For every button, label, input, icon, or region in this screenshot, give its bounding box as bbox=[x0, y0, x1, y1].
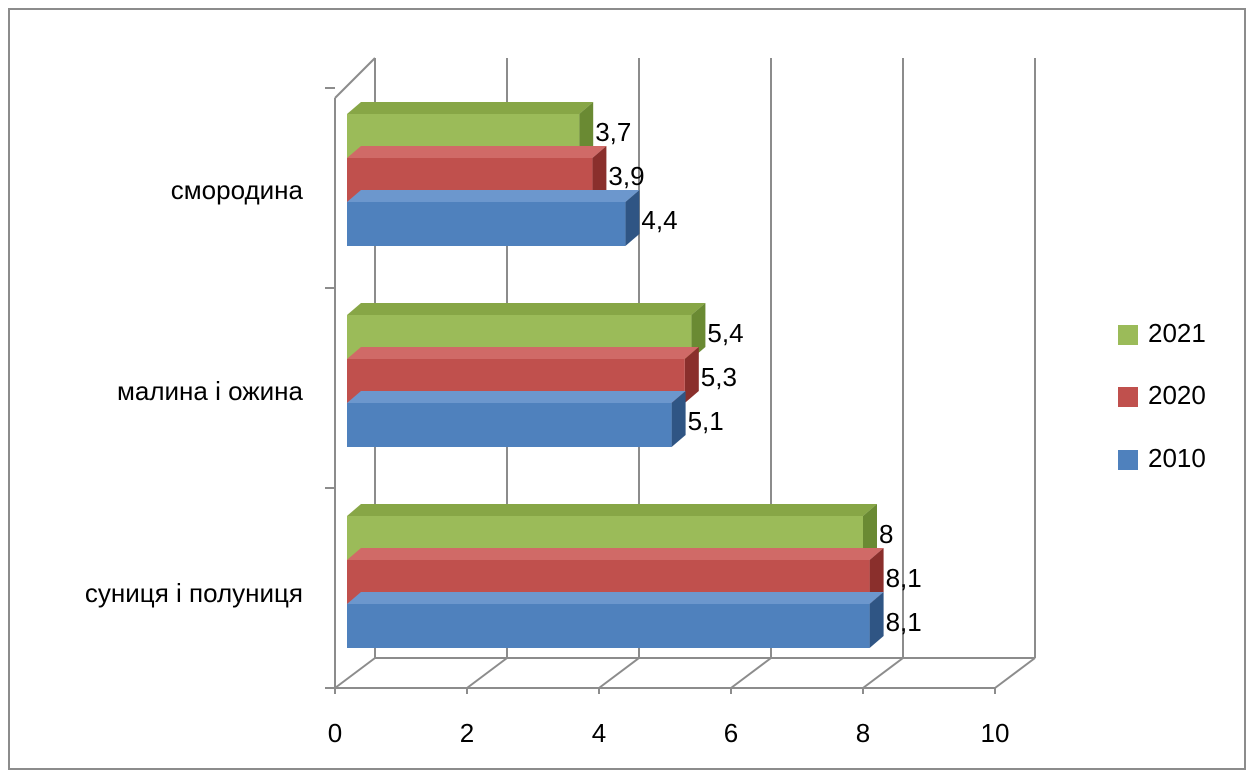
data-label-2020: 8,1 bbox=[886, 563, 922, 593]
data-label-2010: 4,4 bbox=[641, 205, 677, 235]
floor-line-x-2 bbox=[466, 657, 508, 689]
bar-side-2010 bbox=[869, 592, 884, 648]
legend-swatch-2020 bbox=[1118, 387, 1138, 407]
bars bbox=[347, 102, 884, 648]
legend-label-2021: 2021 bbox=[1148, 318, 1206, 348]
bar-2010 bbox=[347, 403, 672, 447]
floor-line-x-0 bbox=[334, 657, 376, 689]
floor-line-x-10 bbox=[994, 657, 1036, 689]
bar-top-2020 bbox=[347, 146, 607, 158]
legend-swatch-2010 bbox=[1118, 450, 1138, 470]
wall-left-top-edge bbox=[334, 57, 376, 99]
legend: 2021 2020 2010 bbox=[1118, 318, 1206, 473]
data-label-2021: 3,7 bbox=[595, 117, 631, 147]
data-label-2010: 5,1 bbox=[688, 406, 724, 436]
legend-label-2020: 2020 bbox=[1148, 380, 1206, 410]
legend-swatch-2021 bbox=[1118, 325, 1138, 345]
bar-side-2021 bbox=[579, 102, 594, 158]
bar-side-2021 bbox=[863, 504, 877, 560]
bar-side-2020 bbox=[684, 347, 699, 403]
floor-line-x-6 bbox=[730, 657, 772, 689]
floor-line-x-8 bbox=[862, 657, 904, 689]
bar-top-2010 bbox=[347, 592, 884, 604]
bar-top-2010 bbox=[347, 190, 640, 202]
bar-top-2021 bbox=[347, 102, 594, 114]
bar-side-2020 bbox=[869, 548, 884, 604]
bar-side-2010 bbox=[625, 190, 640, 246]
category-label: малина і ожина bbox=[117, 376, 304, 406]
legend-label-2010: 2010 bbox=[1148, 443, 1206, 473]
data-label-2020: 3,9 bbox=[608, 161, 644, 191]
floor-line-x-4 bbox=[598, 657, 640, 689]
data-label-2010: 8,1 bbox=[886, 607, 922, 637]
bar-top-2020 bbox=[347, 548, 884, 560]
bar-top-2010 bbox=[347, 391, 686, 403]
labels: 0 2 4 6 8 10 суниця і полуниця 8 8,1 8,1 малина і … bbox=[85, 117, 1010, 748]
bar-top-2021 bbox=[347, 303, 706, 315]
bar-side-2021 bbox=[691, 303, 706, 359]
tick-label-x-10: 10 bbox=[981, 718, 1010, 748]
bar-side-2010 bbox=[671, 391, 686, 447]
data-label-2020: 5,3 bbox=[701, 362, 737, 392]
bar-2010 bbox=[347, 604, 870, 648]
bar-top-2021 bbox=[347, 504, 877, 516]
category-label: смородина bbox=[171, 175, 304, 205]
tick-label-x-4: 4 bbox=[592, 718, 606, 748]
data-label-2021: 8 bbox=[879, 519, 893, 549]
tick-label-x-2: 2 bbox=[460, 718, 474, 748]
tick-label-x-0: 0 bbox=[328, 718, 342, 748]
category-label: суниця і полуниця bbox=[85, 578, 303, 608]
data-label-2021: 5,4 bbox=[707, 318, 743, 348]
tick-label-x-8: 8 bbox=[856, 718, 870, 748]
bar-side-2020 bbox=[592, 146, 607, 202]
bar-top-2020 bbox=[347, 347, 699, 359]
bar-2010 bbox=[347, 202, 626, 246]
tick-label-x-6: 6 bbox=[724, 718, 738, 748]
